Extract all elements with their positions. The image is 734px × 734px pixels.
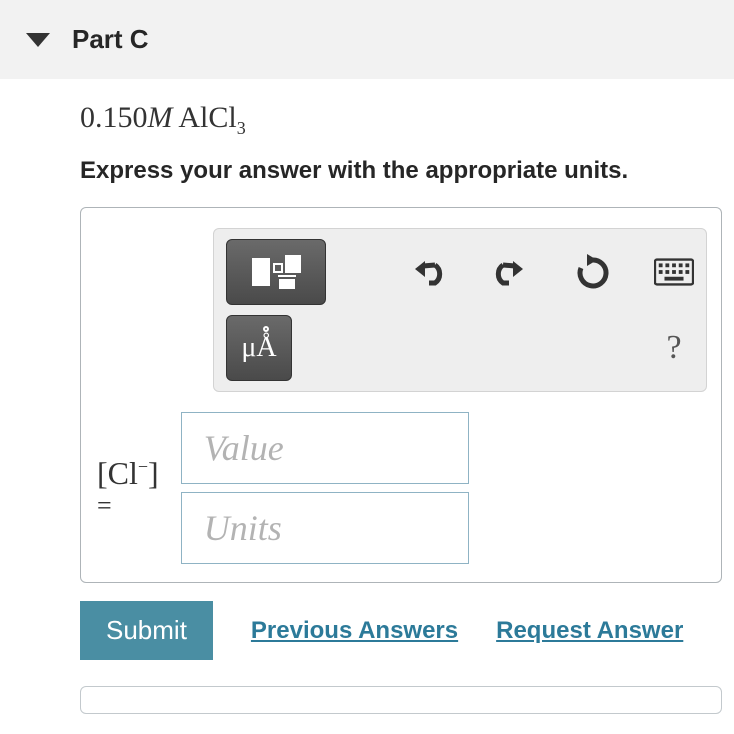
answer-lhs: [Cl−] = [97, 455, 159, 522]
concentration-value: 0.150 [80, 101, 148, 134]
ion-open: [Cl [97, 455, 138, 491]
special-characters-button[interactable]: μÅ [226, 315, 292, 381]
toolbar-row-1 [226, 239, 694, 305]
redo-icon[interactable] [490, 252, 530, 292]
input-area: [Cl−] = [97, 412, 705, 564]
feedback-box [80, 686, 722, 714]
keyboard-icon[interactable] [654, 252, 694, 292]
answer-box: μÅ ? [Cl−] = [80, 207, 722, 583]
caret-down-icon [26, 33, 50, 47]
actions-row: Submit Previous Answers Request Answer [80, 601, 720, 660]
equals-sign: = [97, 491, 159, 521]
special-characters-icon: μÅ [241, 332, 276, 364]
ion-superscript: − [138, 456, 148, 476]
request-answer-link[interactable]: Request Answer [496, 617, 683, 645]
question-expression: 0.150M AlCl3 [80, 101, 720, 139]
reset-icon[interactable] [572, 252, 612, 292]
units-input[interactable] [181, 492, 469, 564]
part-title: Part C [72, 24, 149, 55]
help-icon[interactable]: ? [654, 329, 694, 367]
ion-close: ] [148, 455, 159, 491]
templates-icon [252, 255, 301, 289]
content-area: 0.150M AlCl3 Express your answer with th… [0, 79, 734, 714]
instruction-text: Express your answer with the appropriate… [80, 157, 720, 185]
undo-icon[interactable] [408, 252, 448, 292]
templates-button[interactable] [226, 239, 326, 305]
toolbar-row-2: μÅ ? [226, 315, 694, 381]
equation-toolbar: μÅ ? [213, 228, 707, 392]
compound-formula: AlCl [173, 101, 237, 134]
compound-subscript: 3 [237, 118, 246, 138]
submit-button[interactable]: Submit [80, 601, 213, 660]
concentration-unit: M [148, 101, 173, 134]
previous-answers-link[interactable]: Previous Answers [251, 617, 458, 645]
part-header[interactable]: Part C [0, 0, 734, 79]
value-input[interactable] [181, 412, 469, 484]
answer-fields [181, 412, 469, 564]
